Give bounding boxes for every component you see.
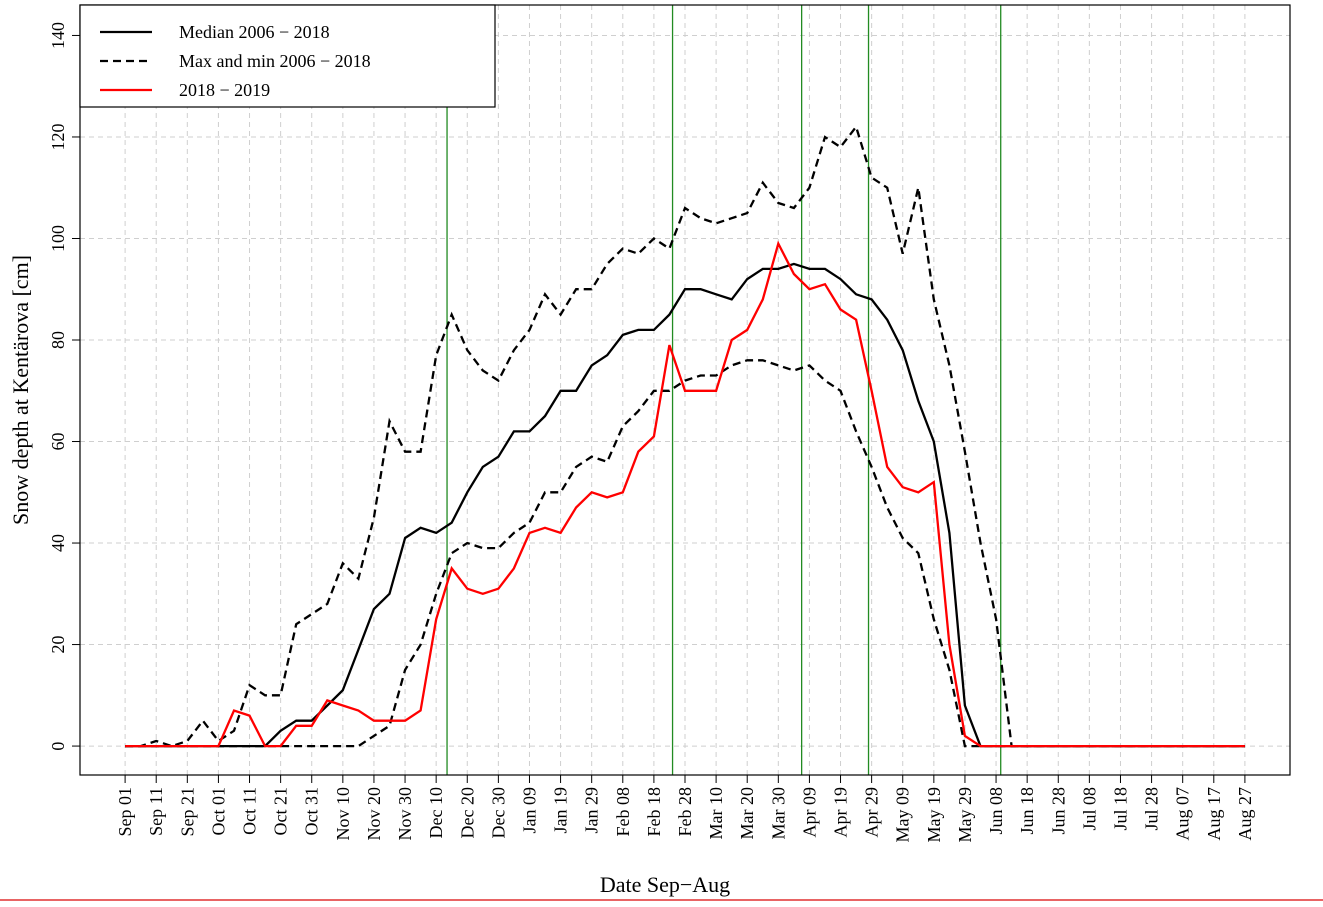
- x-tick-label: Apr 19: [831, 787, 851, 838]
- y-tick-label: 80: [48, 331, 68, 349]
- x-tick-label: Aug 27: [1235, 787, 1255, 841]
- y-tick-label: 100: [48, 225, 68, 252]
- x-tick-label: Jun 08: [986, 787, 1006, 835]
- y-tick-label: 120: [48, 123, 68, 150]
- y-axis-label: Snow depth at Kentärova [cm]: [8, 255, 33, 525]
- x-tick-label: Mar 10: [706, 787, 726, 840]
- x-tick-label: Nov 30: [395, 787, 415, 841]
- y-tick-label: 20: [48, 636, 68, 654]
- x-tick-label: Jun 28: [1048, 787, 1068, 835]
- legend-label: Median 2006 − 2018: [179, 22, 330, 42]
- x-tick-label: Dec 20: [457, 787, 477, 838]
- x-tick-label: Sep 01: [115, 787, 135, 837]
- x-tick-label: Oct 01: [208, 787, 228, 836]
- series-line: [125, 240, 1245, 748]
- x-tick-label: May 09: [893, 787, 913, 843]
- x-tick-label: Apr 29: [862, 787, 882, 838]
- legend: Median 2006 − 2018 Max and min 2006 − 201…: [79, 4, 496, 108]
- y-tick-label: 0: [48, 742, 68, 751]
- x-tick-label: Dec 10: [426, 787, 446, 838]
- y-tick-label: 60: [48, 433, 68, 451]
- series-line: [125, 124, 1245, 748]
- x-tick-label: Jul 18: [1110, 787, 1130, 831]
- x-tick-label: Jul 08: [1079, 787, 1099, 831]
- x-tick-label: Feb 08: [613, 787, 633, 837]
- x-tick-label: Jun 18: [1017, 787, 1037, 835]
- plot-frame: [79, 4, 1291, 776]
- x-tick-label: Aug 17: [1204, 787, 1224, 841]
- x-tick-label: Jul 28: [1142, 787, 1162, 831]
- y-tick-label: 40: [48, 534, 68, 552]
- x-tick-label: Jan 09: [519, 787, 539, 834]
- x-axis-label: Date Sep−Aug: [600, 872, 730, 897]
- x-tick-label: Mar 30: [768, 787, 788, 840]
- x-tick-label: Aug 07: [1173, 787, 1193, 841]
- x-tick-label: Nov 20: [364, 787, 384, 841]
- series-line: [125, 359, 1245, 748]
- x-tick-label: Mar 20: [737, 787, 757, 840]
- x-tick-label: Oct 11: [240, 787, 260, 835]
- x-tick-label: Feb 18: [644, 787, 664, 837]
- x-tick-label: Sep 11: [146, 787, 166, 836]
- x-tick-label: Oct 31: [302, 787, 322, 836]
- x-tick-label: Nov 10: [333, 787, 353, 841]
- x-tick-label: Oct 21: [271, 787, 291, 836]
- x-tick-label: Apr 09: [799, 787, 819, 838]
- x-tick-label: May 29: [955, 787, 975, 843]
- legend-label: Max and min 2006 − 2018: [179, 51, 371, 71]
- x-tick-label: Jan 19: [551, 787, 571, 834]
- x-tick-label: Feb 28: [675, 787, 695, 837]
- x-tick-label: Jan 29: [582, 787, 602, 834]
- legend-label: 2018 − 2019: [179, 80, 270, 100]
- x-tick-label: Sep 21: [177, 787, 197, 837]
- x-tick-label: Dec 30: [488, 787, 508, 838]
- y-tick-label: 140: [48, 22, 68, 49]
- x-tick-label: May 19: [924, 787, 944, 843]
